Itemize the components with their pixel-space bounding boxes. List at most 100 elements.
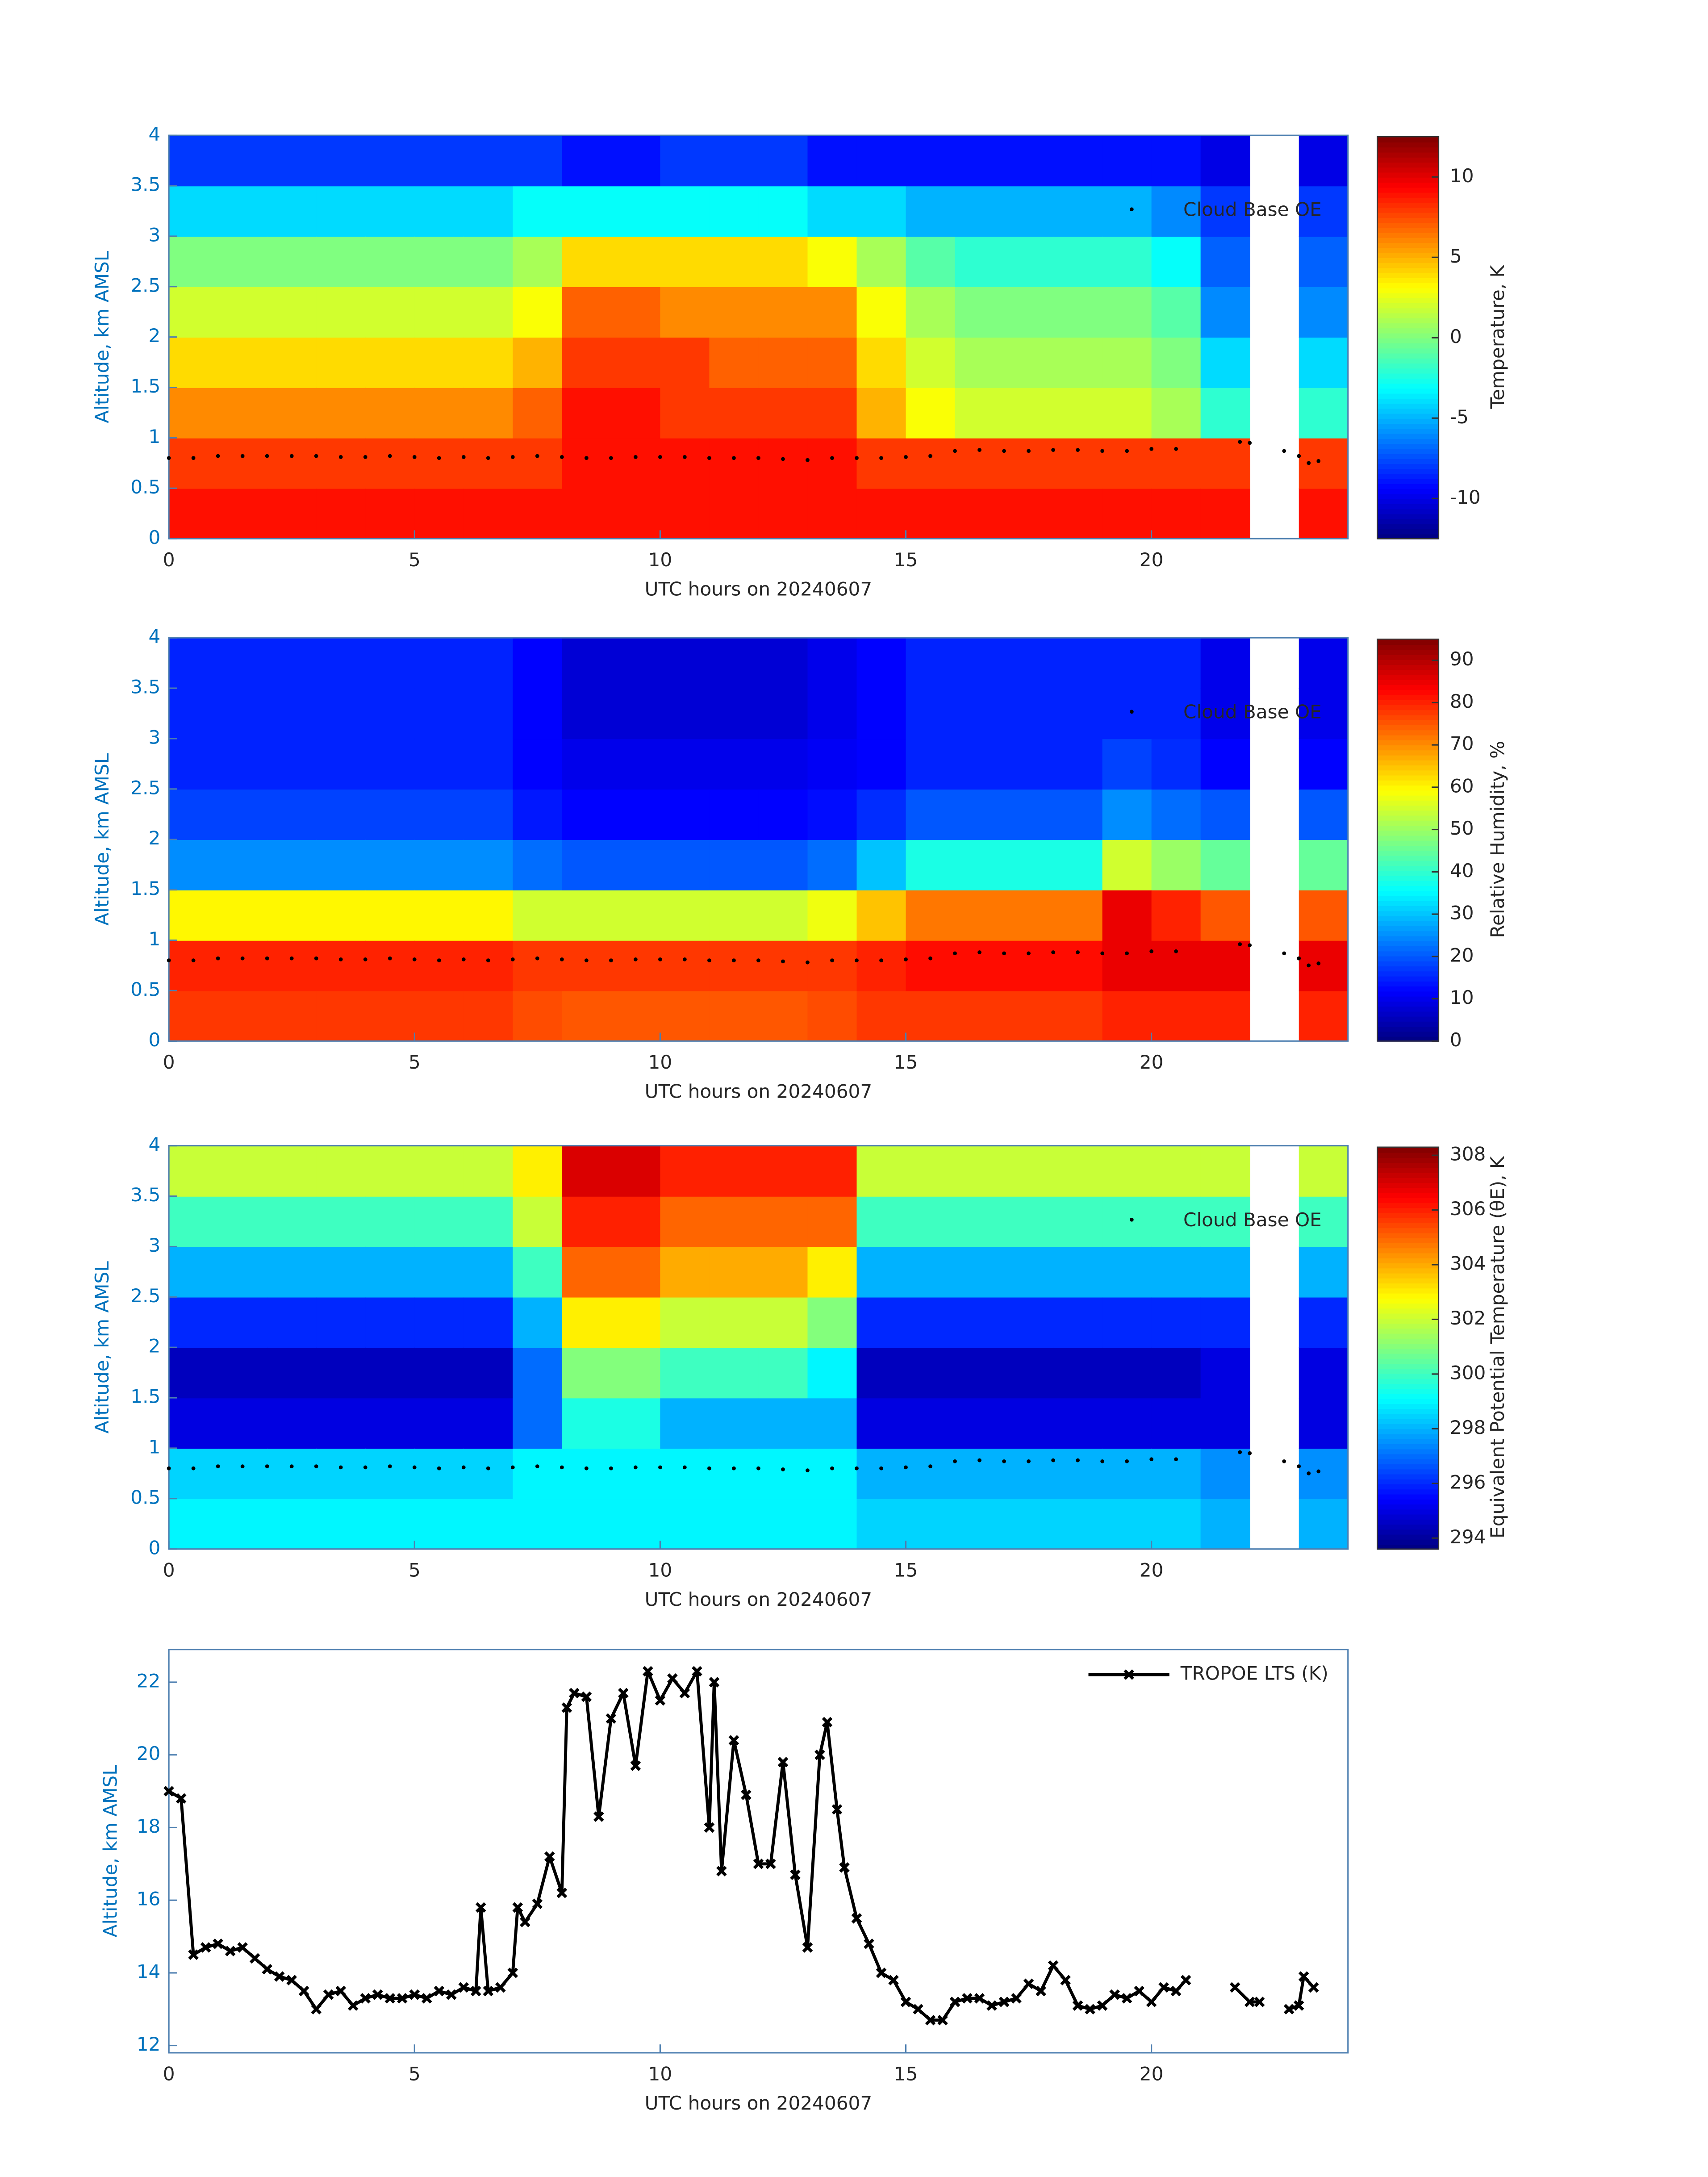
heat-cell [414, 1398, 464, 1449]
cloud-base-point [363, 455, 367, 459]
marker [692, 1666, 702, 1677]
heat-cell [365, 387, 415, 439]
marker [986, 2000, 997, 2011]
heat-cell [1200, 135, 1250, 187]
heat-cell [169, 789, 219, 840]
colorbar-swatch [1377, 1428, 1439, 1434]
marker [163, 1786, 174, 1797]
heat-cell [611, 638, 661, 689]
heat-cell [562, 688, 612, 740]
colorbar-swatch [1377, 1167, 1439, 1173]
heat-cell [267, 940, 317, 991]
heat-cell [856, 337, 906, 388]
colorbar-swatch [1377, 956, 1439, 961]
cloud-base-point [806, 960, 810, 965]
legend-marker [1130, 1217, 1134, 1222]
heat-cell [955, 990, 1005, 1042]
heat-cell [955, 488, 1005, 539]
x-tick-label: 20 [1140, 1559, 1164, 1581]
marker [458, 1982, 469, 1993]
heat-cell [856, 688, 906, 740]
heat-cell [807, 1196, 857, 1247]
heat-cell [414, 1347, 464, 1399]
heat-cell [414, 940, 464, 991]
heat-cell [316, 438, 366, 489]
y-axis-label: Altitude, km AMSL [91, 1261, 113, 1434]
colorbar-swatch [1377, 1036, 1439, 1042]
heat-cell [660, 186, 710, 237]
colorbar-swatch [1377, 518, 1439, 525]
x-tick-label: 20 [1140, 549, 1164, 571]
cloud-base-point [1100, 951, 1104, 956]
colorbar-tick-label: 300 [1450, 1362, 1486, 1383]
heat-cell [365, 890, 415, 941]
colorbar-swatch [1377, 523, 1439, 530]
heat-cell [709, 940, 759, 991]
heat-cell [365, 839, 415, 890]
marker [556, 1888, 568, 1898]
marker [962, 1993, 973, 2004]
colorbar-swatch [1377, 865, 1439, 871]
heat-cell [562, 387, 612, 439]
cloud-base-point [412, 957, 417, 961]
heat-cell [267, 236, 317, 288]
heat-cell [218, 337, 268, 388]
heat-cell [856, 940, 906, 991]
colorbar-swatch [1377, 1172, 1439, 1178]
marker [1308, 1982, 1319, 1993]
heat-cell [365, 135, 415, 187]
x-tick-label: 10 [648, 2063, 672, 2085]
cloud-base-point [707, 958, 711, 962]
heat-cell [660, 990, 710, 1042]
heat-cell [365, 688, 415, 740]
marker [851, 1913, 862, 1924]
colorbar-swatch [1377, 900, 1439, 907]
heat-cell [414, 337, 464, 388]
heat-cell [1151, 688, 1201, 740]
colorbar-swatch [1377, 1488, 1439, 1495]
colorbar-swatch [1377, 1534, 1439, 1540]
x-tick-label: 10 [648, 1051, 672, 1073]
heat-cell [955, 1145, 1005, 1197]
colorbar-swatch [1377, 835, 1439, 841]
heat-cell [1299, 940, 1349, 991]
colorbar-swatch [1377, 1237, 1439, 1244]
heat-cell [513, 789, 563, 840]
heat-cell [169, 286, 219, 338]
marker [1158, 1982, 1169, 1993]
marker [483, 1985, 494, 1997]
marker [765, 1858, 776, 1869]
heat-cell [1053, 1246, 1103, 1298]
heat-cell [218, 638, 268, 689]
colorbar-swatch [1377, 483, 1439, 489]
cloud-base-point [1100, 449, 1104, 453]
heat-cell [1102, 286, 1152, 338]
colorbar-swatch [1377, 1273, 1439, 1279]
cloud-base-point [216, 956, 220, 961]
marker [175, 1793, 187, 1804]
marker [1097, 2000, 1108, 2011]
heat-cell [1004, 789, 1054, 840]
heat-cell [513, 638, 563, 689]
y-tick-label: 1.5 [130, 1386, 160, 1408]
colorbar-swatch [1377, 1253, 1439, 1258]
cloud-base-point [1248, 1451, 1252, 1455]
heat-cell [316, 1448, 366, 1500]
heat-cell [758, 890, 808, 941]
colorbar-swatch [1377, 699, 1439, 706]
y-tick-label: 1 [149, 426, 161, 447]
y-tick-label: 2.5 [130, 777, 160, 798]
colorbar-swatch [1377, 1519, 1439, 1525]
colorbar-tick-label: 70 [1450, 733, 1474, 755]
colorbar-swatch [1377, 282, 1439, 288]
heat-cell [955, 940, 1005, 991]
marker [618, 1688, 629, 1699]
heat-cell [906, 839, 956, 890]
heat-cell [414, 1246, 464, 1298]
cloud-base-point [855, 456, 859, 460]
heat-cell [709, 1347, 759, 1399]
marker [434, 1985, 445, 1997]
heat-cell [267, 688, 317, 740]
colorbar-swatch [1377, 267, 1439, 273]
colorbar-swatch [1377, 292, 1439, 298]
